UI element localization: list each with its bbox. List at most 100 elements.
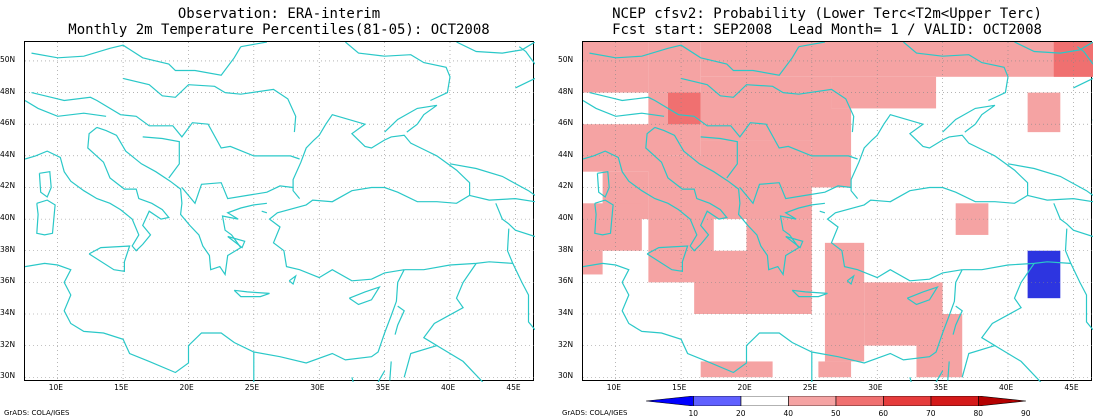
coastline xyxy=(1053,203,1093,238)
probability-cell xyxy=(583,250,603,275)
lat-label: 34N xyxy=(558,308,574,317)
coastline xyxy=(31,92,300,160)
lon-label: 30E xyxy=(310,383,325,392)
coastline xyxy=(947,361,950,381)
coastline xyxy=(449,163,535,196)
lat-label: 36N xyxy=(558,276,574,286)
coastline xyxy=(469,194,535,203)
lon-label: 15E xyxy=(114,383,129,392)
lon-label: 45E xyxy=(1064,383,1079,392)
probability-cell xyxy=(648,42,701,93)
coastline xyxy=(292,114,471,199)
coastline xyxy=(31,44,242,76)
coastline xyxy=(994,345,1042,382)
colorbar-segment xyxy=(978,396,1026,406)
lat-label: 36N xyxy=(0,276,16,286)
coastline xyxy=(1014,42,1093,54)
coastline xyxy=(850,114,1029,199)
coastline xyxy=(935,370,944,382)
left-title-line1: Observation: ERA-interim xyxy=(177,6,381,22)
lat-label: 40N xyxy=(0,213,16,223)
probability-cell xyxy=(1027,92,1061,133)
lat-label: 48N xyxy=(558,86,574,96)
lat-label: 44N xyxy=(558,149,574,159)
coastline xyxy=(909,377,912,382)
coastline xyxy=(826,186,1028,282)
coastline xyxy=(1007,163,1093,196)
coastline xyxy=(456,42,535,54)
colorbar-segment xyxy=(883,396,932,406)
coastline xyxy=(25,99,107,117)
coastline xyxy=(88,245,131,272)
coastline xyxy=(288,274,297,286)
coastline xyxy=(233,289,270,298)
lat-label: 30N xyxy=(558,371,574,381)
probability-cell xyxy=(955,203,989,235)
colorbar-label: 20 xyxy=(736,409,746,418)
lat-label: 46N xyxy=(0,118,16,128)
coastline xyxy=(819,210,826,214)
colorbar-segment xyxy=(788,396,837,406)
coastline xyxy=(348,286,381,306)
coastline xyxy=(783,88,855,133)
lat-label: 32N xyxy=(0,339,16,349)
coastline xyxy=(384,104,438,133)
lon-label: 40E xyxy=(999,383,1014,392)
probability-cell xyxy=(700,361,773,378)
coastline xyxy=(377,370,386,382)
lon-label: 35E xyxy=(375,383,390,392)
probability-cell xyxy=(818,361,852,378)
probability-cell xyxy=(694,250,747,314)
coastline xyxy=(36,199,56,236)
coastline xyxy=(96,126,267,277)
colorbar-svg xyxy=(646,396,1026,406)
probability-cell xyxy=(700,76,832,141)
coastline xyxy=(791,289,828,298)
coastline xyxy=(261,210,268,214)
probability-cell xyxy=(700,140,812,220)
coastline xyxy=(268,186,470,282)
coastline xyxy=(1073,77,1093,89)
coastline xyxy=(142,136,180,179)
colorbar-label: 40 xyxy=(783,409,794,418)
colorbar-segment xyxy=(693,396,742,406)
coastline xyxy=(680,77,784,98)
colorbar-segment xyxy=(835,396,884,406)
coastline xyxy=(1076,46,1093,65)
lat-label: 34N xyxy=(0,308,16,317)
coastline xyxy=(952,305,963,335)
probability-cell xyxy=(1053,42,1093,77)
lon-label: 35E xyxy=(933,383,948,392)
coastline xyxy=(436,345,484,382)
left-map-svg xyxy=(25,42,535,382)
coastline xyxy=(596,171,610,198)
coastline xyxy=(403,263,477,378)
lat-label: 42N xyxy=(558,181,574,191)
colorbar-label: 60 xyxy=(878,409,889,418)
coastline xyxy=(240,42,268,48)
colorbar-label: 80 xyxy=(973,409,984,418)
lon-label: 40E xyxy=(441,383,456,392)
coastline xyxy=(495,203,535,238)
probability-cell xyxy=(824,242,865,362)
coastline xyxy=(181,182,294,205)
colorbar-segment xyxy=(930,396,979,406)
lon-label: 25E xyxy=(802,383,818,392)
left-title-line2: Monthly 2m Temperature Percentiles(81-05… xyxy=(68,22,490,38)
probability-cell xyxy=(746,219,812,314)
coastline xyxy=(1070,263,1093,331)
lat-label: 38N xyxy=(0,244,16,254)
coastline xyxy=(583,262,963,374)
probability-cell xyxy=(1027,250,1061,299)
right-credit: GrADS: COLA/IGES xyxy=(562,409,628,417)
lat-label: 40N xyxy=(558,213,574,223)
coastline xyxy=(518,46,535,65)
coastline xyxy=(646,245,689,272)
coastline xyxy=(798,42,826,48)
coastline xyxy=(351,377,354,382)
colorbar-label: 10 xyxy=(688,409,699,418)
colorbar-label: 90 xyxy=(1021,409,1031,418)
coastline xyxy=(583,126,728,252)
probability-cell xyxy=(583,42,649,93)
coastline xyxy=(25,262,405,374)
